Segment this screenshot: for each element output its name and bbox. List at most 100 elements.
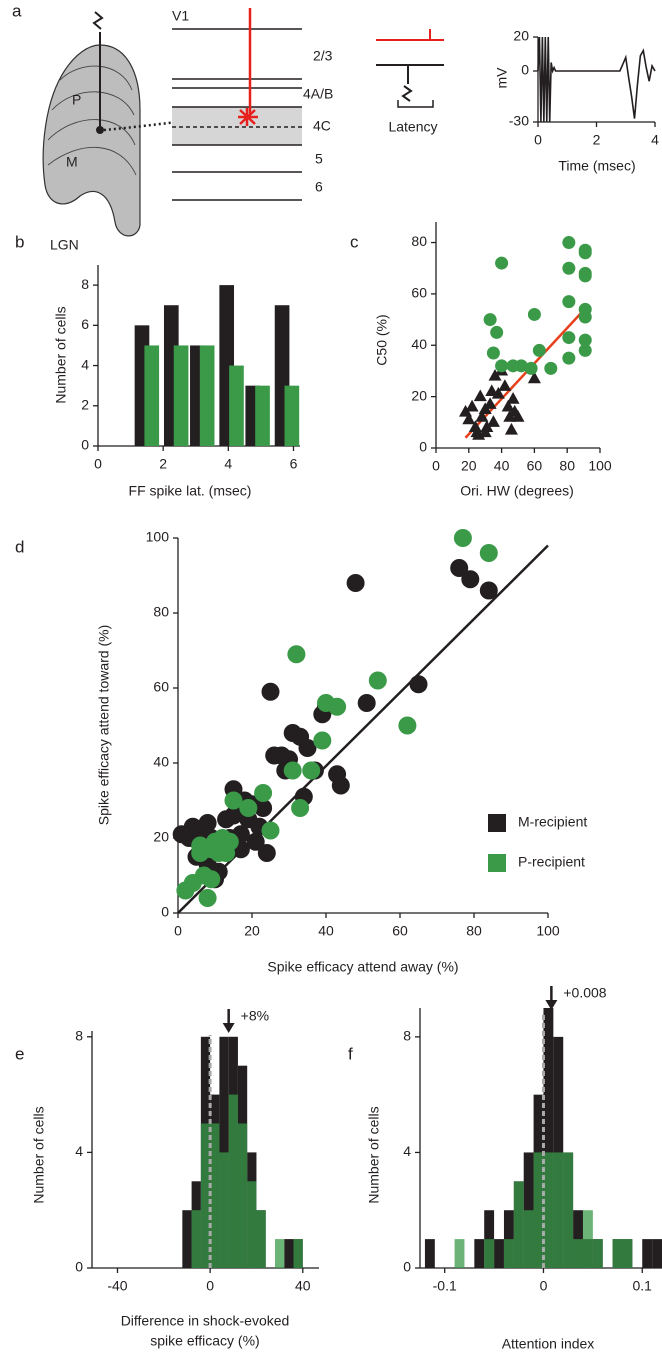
point — [239, 799, 258, 817]
point — [462, 412, 476, 425]
point — [298, 739, 317, 757]
point — [578, 246, 592, 260]
layer-label: 5 — [315, 151, 323, 167]
x-tick-label: 0 — [540, 1278, 548, 1294]
point — [198, 814, 217, 832]
x-tick-label: 4 — [224, 456, 232, 472]
hist-bar — [533, 1152, 544, 1268]
y-axis-label: C50 (%) — [374, 314, 390, 365]
point — [283, 761, 302, 780]
bar — [284, 385, 300, 446]
y-tick-label: 0 — [403, 1259, 411, 1275]
trace — [537, 36, 656, 123]
point — [479, 544, 498, 562]
hist-bar — [652, 1239, 662, 1268]
point — [495, 359, 509, 373]
y-tick-label: 100 — [146, 529, 170, 545]
point — [491, 386, 505, 399]
y-tick-label: 6 — [81, 316, 89, 332]
point — [254, 784, 273, 802]
panel-label: d — [15, 537, 24, 556]
v1-label: V1 — [172, 8, 189, 24]
layer-lines — [172, 28, 302, 201]
mean-arrow-head — [222, 1023, 235, 1033]
point — [578, 333, 592, 347]
point — [202, 870, 221, 889]
hist-bar — [642, 1239, 653, 1268]
y-axis-label: Number of cells — [53, 306, 69, 403]
bar — [229, 365, 244, 446]
x-tick-label: 40 — [295, 1278, 311, 1294]
point — [562, 295, 576, 309]
x-axis-label: Time (msec) — [558, 158, 635, 174]
lgn-shape — [42, 44, 141, 237]
panel-label: f — [348, 1044, 353, 1063]
point — [483, 397, 497, 409]
chart-scatter: d 0 20 40 60 80 100 0 20 40 60 80 100 Spike efficacy … — [15, 529, 587, 975]
point — [486, 415, 500, 427]
x-tick-label: 40 — [494, 458, 510, 474]
y-axis-label: Spike efficacy attend toward (%) — [96, 625, 112, 826]
lgn-p: P — [72, 92, 81, 108]
y-tick-label: 4 — [75, 1143, 83, 1159]
x-axis-label: Spike efficacy attend away (%) — [267, 959, 458, 975]
bar — [173, 345, 189, 446]
point — [473, 389, 487, 402]
legend-swatch — [488, 814, 506, 832]
point — [368, 671, 387, 690]
hist-bar — [210, 1123, 220, 1268]
point — [475, 410, 489, 422]
hist-bar — [228, 1094, 238, 1268]
hist-bar — [237, 1123, 248, 1268]
y-tick-label: 80 — [153, 604, 169, 620]
panel-label: a — [12, 1, 22, 20]
point — [450, 559, 469, 577]
layer-4c — [172, 107, 302, 145]
point — [495, 256, 509, 270]
hist-bar — [424, 1239, 435, 1268]
hist-bar — [200, 1123, 211, 1268]
y-tick-label: 8 — [81, 276, 89, 292]
lgn-cell — [96, 126, 104, 134]
hist-bar — [219, 1152, 229, 1268]
hist-bar — [484, 1239, 495, 1268]
panel-a-diagram: a P M LGN V1 2/3 4A/B 4C 5 6 Latency — [12, 1, 444, 253]
point — [498, 379, 512, 391]
x-tick-label: 100 — [536, 923, 560, 939]
y-tick-label: 80 — [411, 233, 427, 249]
hist-bar — [191, 1210, 201, 1268]
mean-arrow — [545, 986, 558, 1010]
x-tick-label: 100 — [588, 458, 612, 474]
point — [511, 410, 525, 422]
point — [224, 791, 243, 810]
hist-bar — [247, 1181, 257, 1268]
point — [486, 346, 500, 360]
y-tick-label: 40 — [411, 336, 427, 352]
hist-bar — [612, 1239, 623, 1268]
x-tick-label: 0 — [534, 132, 542, 148]
x-tick-label: 0 — [206, 1278, 214, 1294]
point — [490, 325, 504, 339]
hist-bar — [513, 1181, 524, 1268]
x-tick-label: 40 — [318, 923, 334, 939]
y-tick-label: 0 — [81, 437, 89, 453]
x-tick-label: 2 — [593, 132, 601, 148]
point — [409, 675, 428, 694]
point — [246, 832, 265, 851]
hist-bar — [553, 1152, 564, 1268]
x-tick-label: 20 — [244, 923, 260, 939]
point — [261, 821, 280, 840]
point — [483, 313, 497, 327]
hist-bar — [256, 1210, 266, 1268]
point — [578, 310, 592, 324]
point — [501, 399, 515, 412]
y-axis-label: mV — [494, 67, 510, 89]
y-tick-label: -30 — [509, 113, 529, 129]
point — [257, 844, 276, 862]
point — [504, 422, 518, 435]
point — [562, 261, 576, 275]
x-tick-label: -0.1 — [433, 1278, 457, 1294]
legend-label: P-recipient — [518, 854, 585, 870]
latency-red — [376, 29, 444, 41]
